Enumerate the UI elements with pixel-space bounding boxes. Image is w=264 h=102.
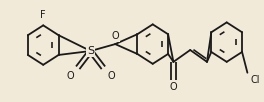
Text: O: O: [107, 71, 115, 81]
Text: O: O: [111, 31, 119, 41]
Text: O: O: [169, 82, 177, 92]
Text: S: S: [87, 46, 94, 56]
Text: Cl: Cl: [250, 75, 260, 85]
Text: O: O: [66, 71, 74, 81]
Text: F: F: [40, 10, 46, 20]
